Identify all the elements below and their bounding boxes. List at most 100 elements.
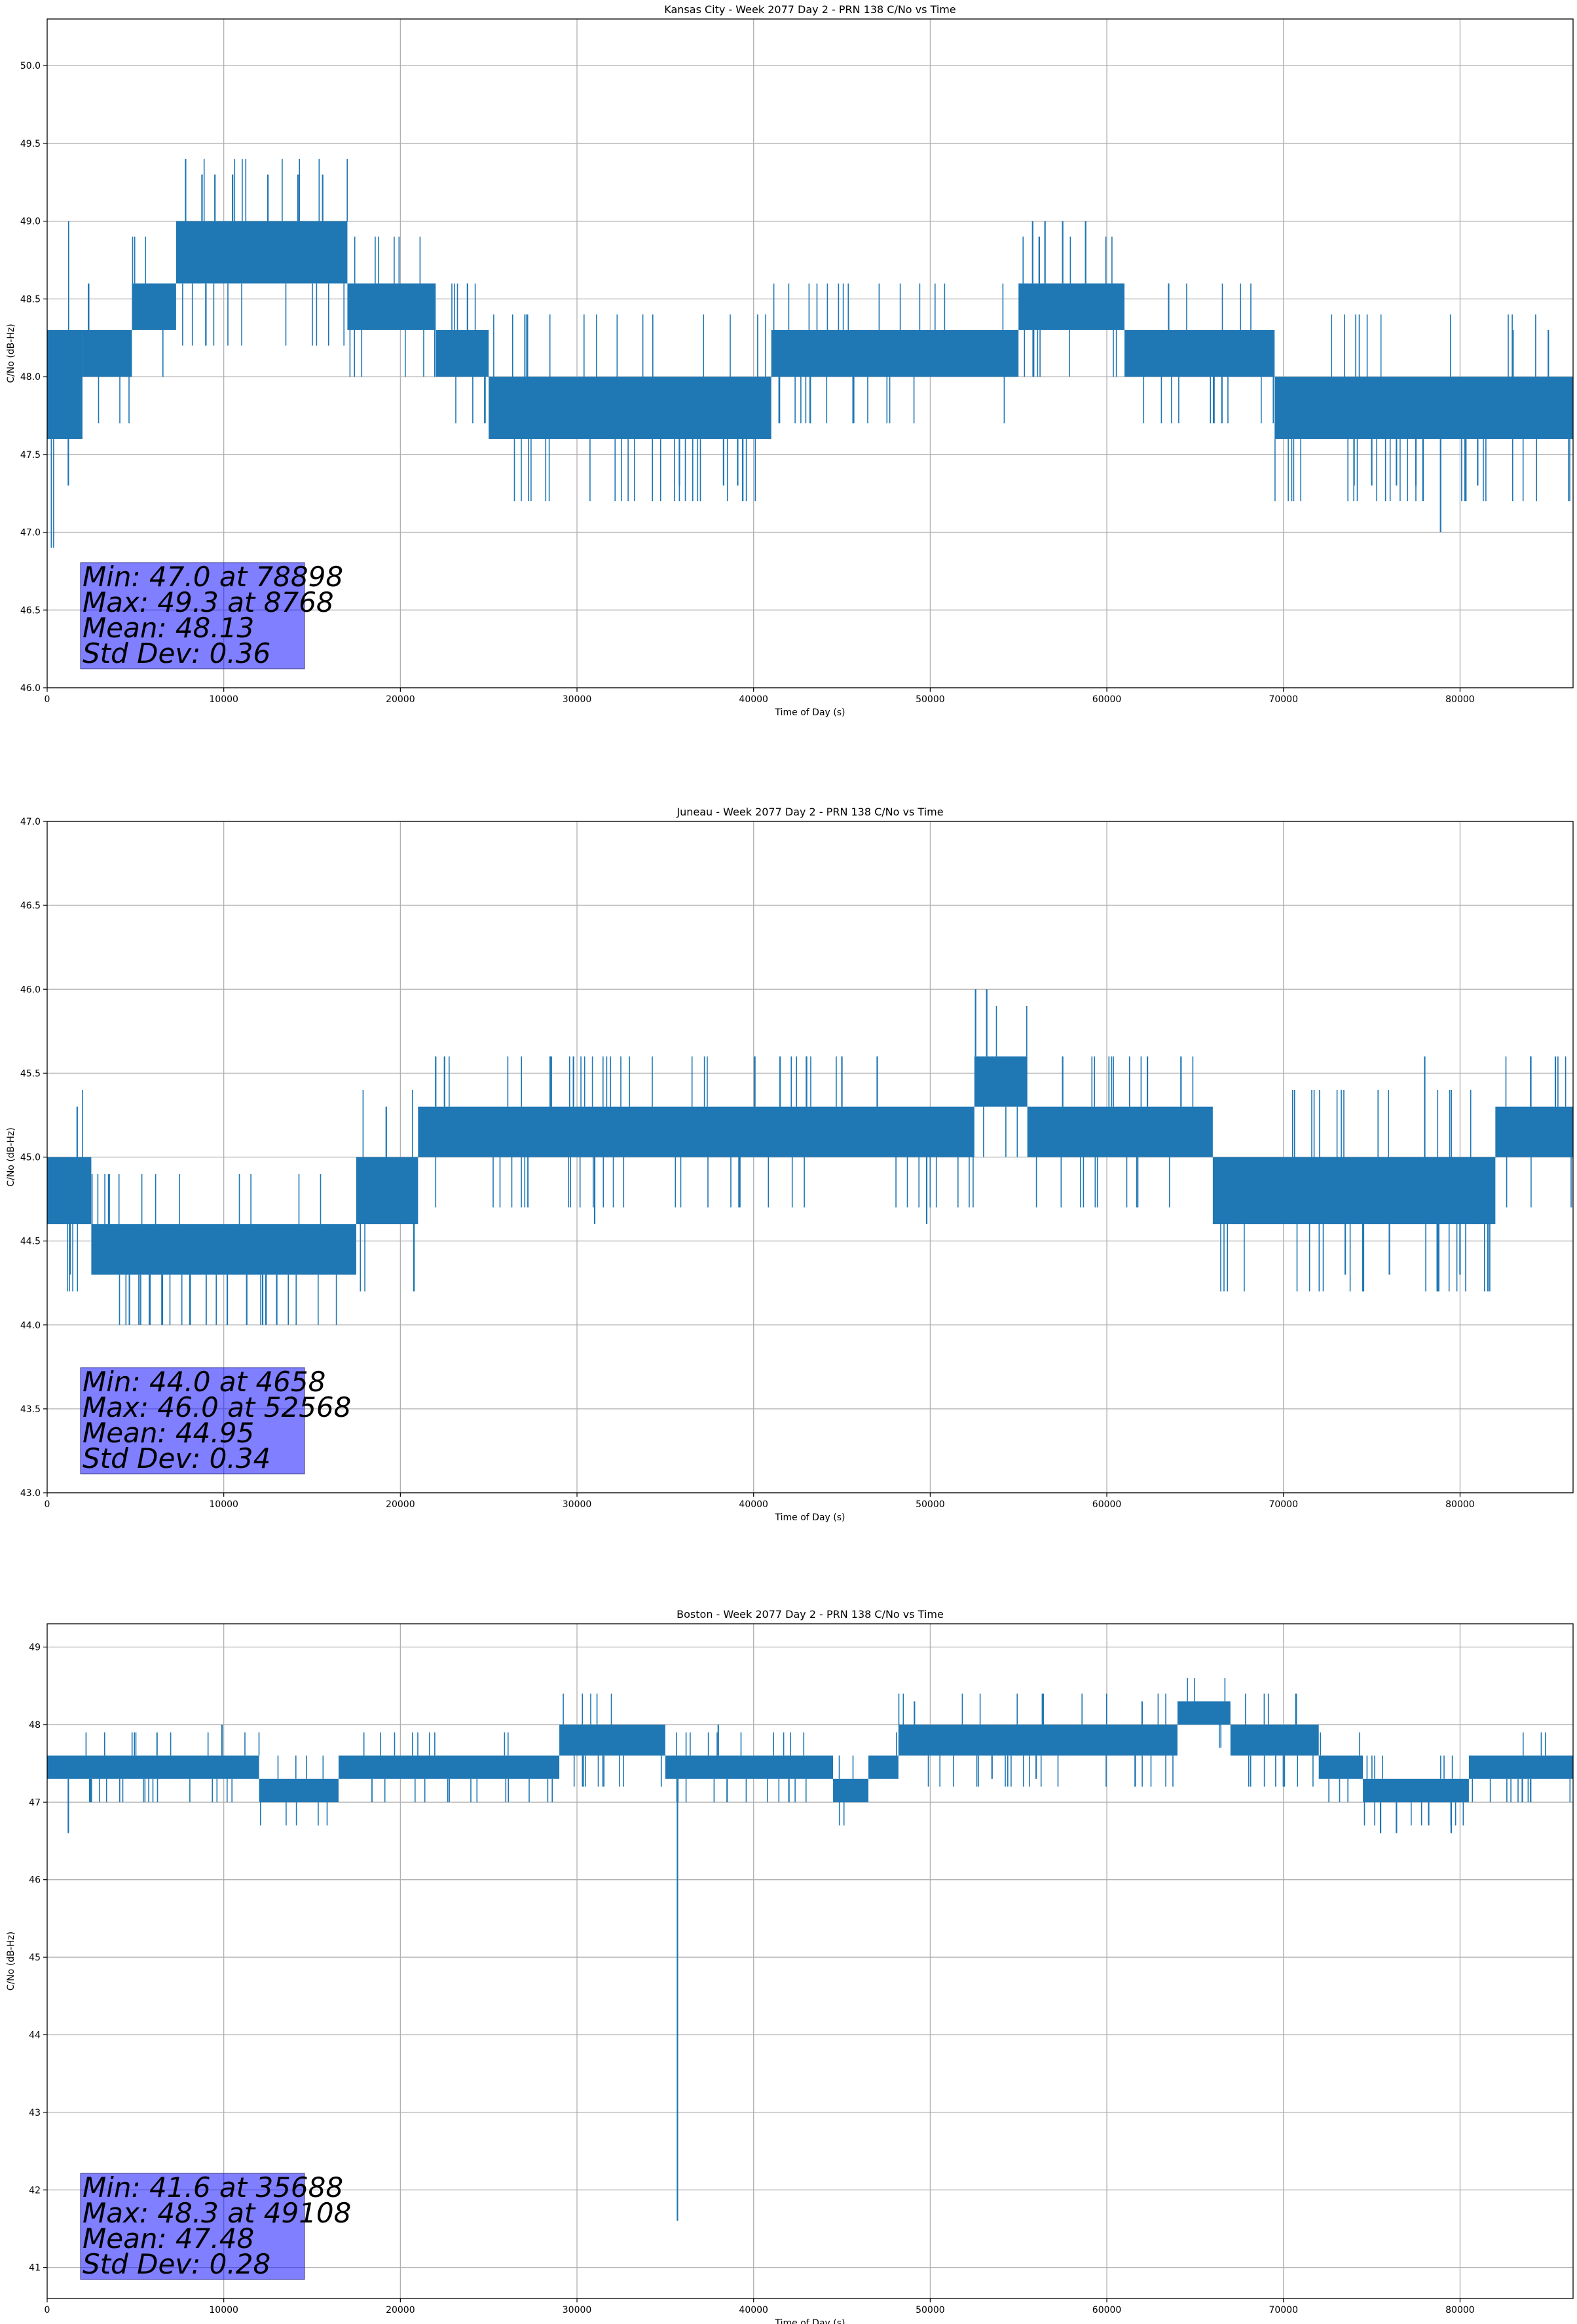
data-trace [1472, 1732, 1571, 1803]
y-tick-label: 45.5 [20, 1068, 41, 1079]
x-tick-label: 20000 [386, 1499, 415, 1510]
stats-line: Std Dev: 0.36 [83, 637, 270, 669]
data-trace [182, 159, 348, 346]
data-trace [1320, 1732, 1360, 1803]
y-tick-label: 44.5 [20, 1237, 41, 1247]
x-tick-label: 60000 [1092, 694, 1122, 705]
data-band [47, 329, 83, 440]
data-band [1177, 1701, 1231, 1725]
y-tick-label: 47.5 [20, 450, 41, 460]
data-trace [85, 1732, 260, 1803]
data-trace [1035, 1056, 1194, 1208]
x-tick-label: 10000 [209, 2305, 238, 2315]
data-trace [363, 1732, 553, 1803]
y-tick-label: 45 [29, 1953, 41, 1963]
data-trace [88, 283, 130, 424]
data-band [356, 1157, 418, 1224]
chart-title: Juneau - Week 2077 Day 2 - PRN 138 C/No … [676, 806, 943, 818]
x-tick-label: 60000 [1092, 2305, 1122, 2315]
stats-line: Mean: 47.48 [83, 2222, 254, 2255]
data-band [1212, 1157, 1496, 1224]
data-band [1230, 1724, 1319, 1756]
data-band [868, 1755, 899, 1779]
data-band [1124, 329, 1275, 377]
data-band [347, 283, 436, 330]
subplot-1: 0 10000 20000 30000 40000 50000 60000 70000 8000… [6, 3, 1574, 718]
x-tick-label: 60000 [1092, 1499, 1122, 1510]
stats-line: Std Dev: 0.28 [83, 2248, 270, 2280]
data-band [176, 221, 348, 284]
x-tick-label: 30000 [563, 1499, 592, 1510]
stats-line: Min: 44.0 at 4658 [83, 1366, 325, 1398]
x-tick-label: 0 [45, 1499, 50, 1510]
data-trace [50, 221, 69, 548]
stats-line: Mean: 44.95 [83, 1417, 254, 1449]
stats-line: Min: 47.0 at 78898 [83, 561, 343, 593]
y-tick-label: 44 [29, 2030, 41, 2040]
y-tick-label: 46.5 [20, 605, 41, 616]
data-band [259, 1778, 339, 1803]
y-tick-label: 43.5 [20, 1404, 41, 1415]
stats-line: Max: 48.3 at 49108 [83, 2197, 351, 2229]
x-tick-label: 70000 [1269, 694, 1298, 705]
data-band [82, 329, 132, 377]
data-band [771, 329, 1019, 377]
x-tick-label: 80000 [1445, 1499, 1475, 1510]
x-tick-label: 40000 [739, 1499, 768, 1510]
y-tick-label: 49.5 [20, 139, 41, 149]
data-series [47, 1677, 1573, 2221]
data-trace [132, 236, 164, 377]
stats-line: Max: 49.3 at 8768 [83, 586, 334, 618]
subplot-3: 0 10000 20000 30000 40000 50000 60000 70000 8000… [6, 1608, 1574, 2324]
x-tick-label: 40000 [739, 694, 768, 705]
data-band [91, 1224, 356, 1275]
data-trace [773, 283, 1005, 424]
y-tick-label: 50.0 [20, 61, 41, 71]
y-tick-label: 49.0 [20, 217, 41, 227]
data-band [1274, 377, 1573, 440]
data-series [47, 159, 1573, 548]
y-tick-label: 48.5 [20, 294, 41, 305]
x-tick-label: 50000 [916, 694, 945, 705]
x-tick-label: 50000 [916, 1499, 945, 1510]
data-band [974, 1056, 1028, 1107]
data-trace [1274, 314, 1570, 502]
y-tick-label: 43.0 [20, 1488, 41, 1499]
data-trace [1220, 1090, 1491, 1292]
stats-line: Mean: 48.13 [83, 612, 254, 644]
data-trace [838, 1755, 854, 1826]
data-band [47, 1157, 92, 1224]
data-band [898, 1724, 1178, 1756]
data-band [132, 283, 176, 330]
x-axis-label: Time of Day (s) [775, 1512, 845, 1523]
data-trace [349, 236, 436, 377]
y-tick-label: 46.5 [20, 901, 41, 911]
data-band [338, 1755, 560, 1779]
chart-title: Kansas City - Week 2077 Day 2 - PRN 138 … [664, 3, 955, 16]
x-tick-label: 40000 [739, 2305, 768, 2315]
y-tick-label: 42 [29, 2185, 41, 2196]
y-tick-label: 47.0 [20, 528, 41, 538]
y-tick-label: 41 [29, 2263, 41, 2274]
x-tick-label: 0 [45, 2305, 50, 2315]
x-tick-label: 30000 [563, 694, 592, 705]
data-band [418, 1106, 974, 1157]
chart-title: Boston - Week 2077 Day 2 - PRN 138 C/No … [677, 1608, 944, 1621]
data-trace [1143, 283, 1274, 424]
y-tick-label: 46.0 [20, 683, 41, 694]
x-tick-label: 20000 [386, 2305, 415, 2315]
data-trace [1245, 1693, 1314, 1787]
y-tick-label: 47.0 [20, 817, 41, 827]
data-trace [260, 1755, 328, 1826]
data-band [665, 1755, 834, 1779]
data-band [559, 1724, 665, 1756]
y-tick-label: 43 [29, 2108, 41, 2118]
y-axis-label: C/No (dB-Hz) [6, 324, 16, 383]
x-axis-label: Time of Day (s) [775, 2318, 845, 2324]
y-tick-label: 46 [29, 1875, 41, 1886]
data-trace [360, 1090, 415, 1292]
axes-frame [46, 18, 1574, 688]
x-tick-label: 20000 [386, 694, 415, 705]
x-tick-label: 10000 [209, 694, 238, 705]
axes-frame [46, 1623, 1574, 2299]
